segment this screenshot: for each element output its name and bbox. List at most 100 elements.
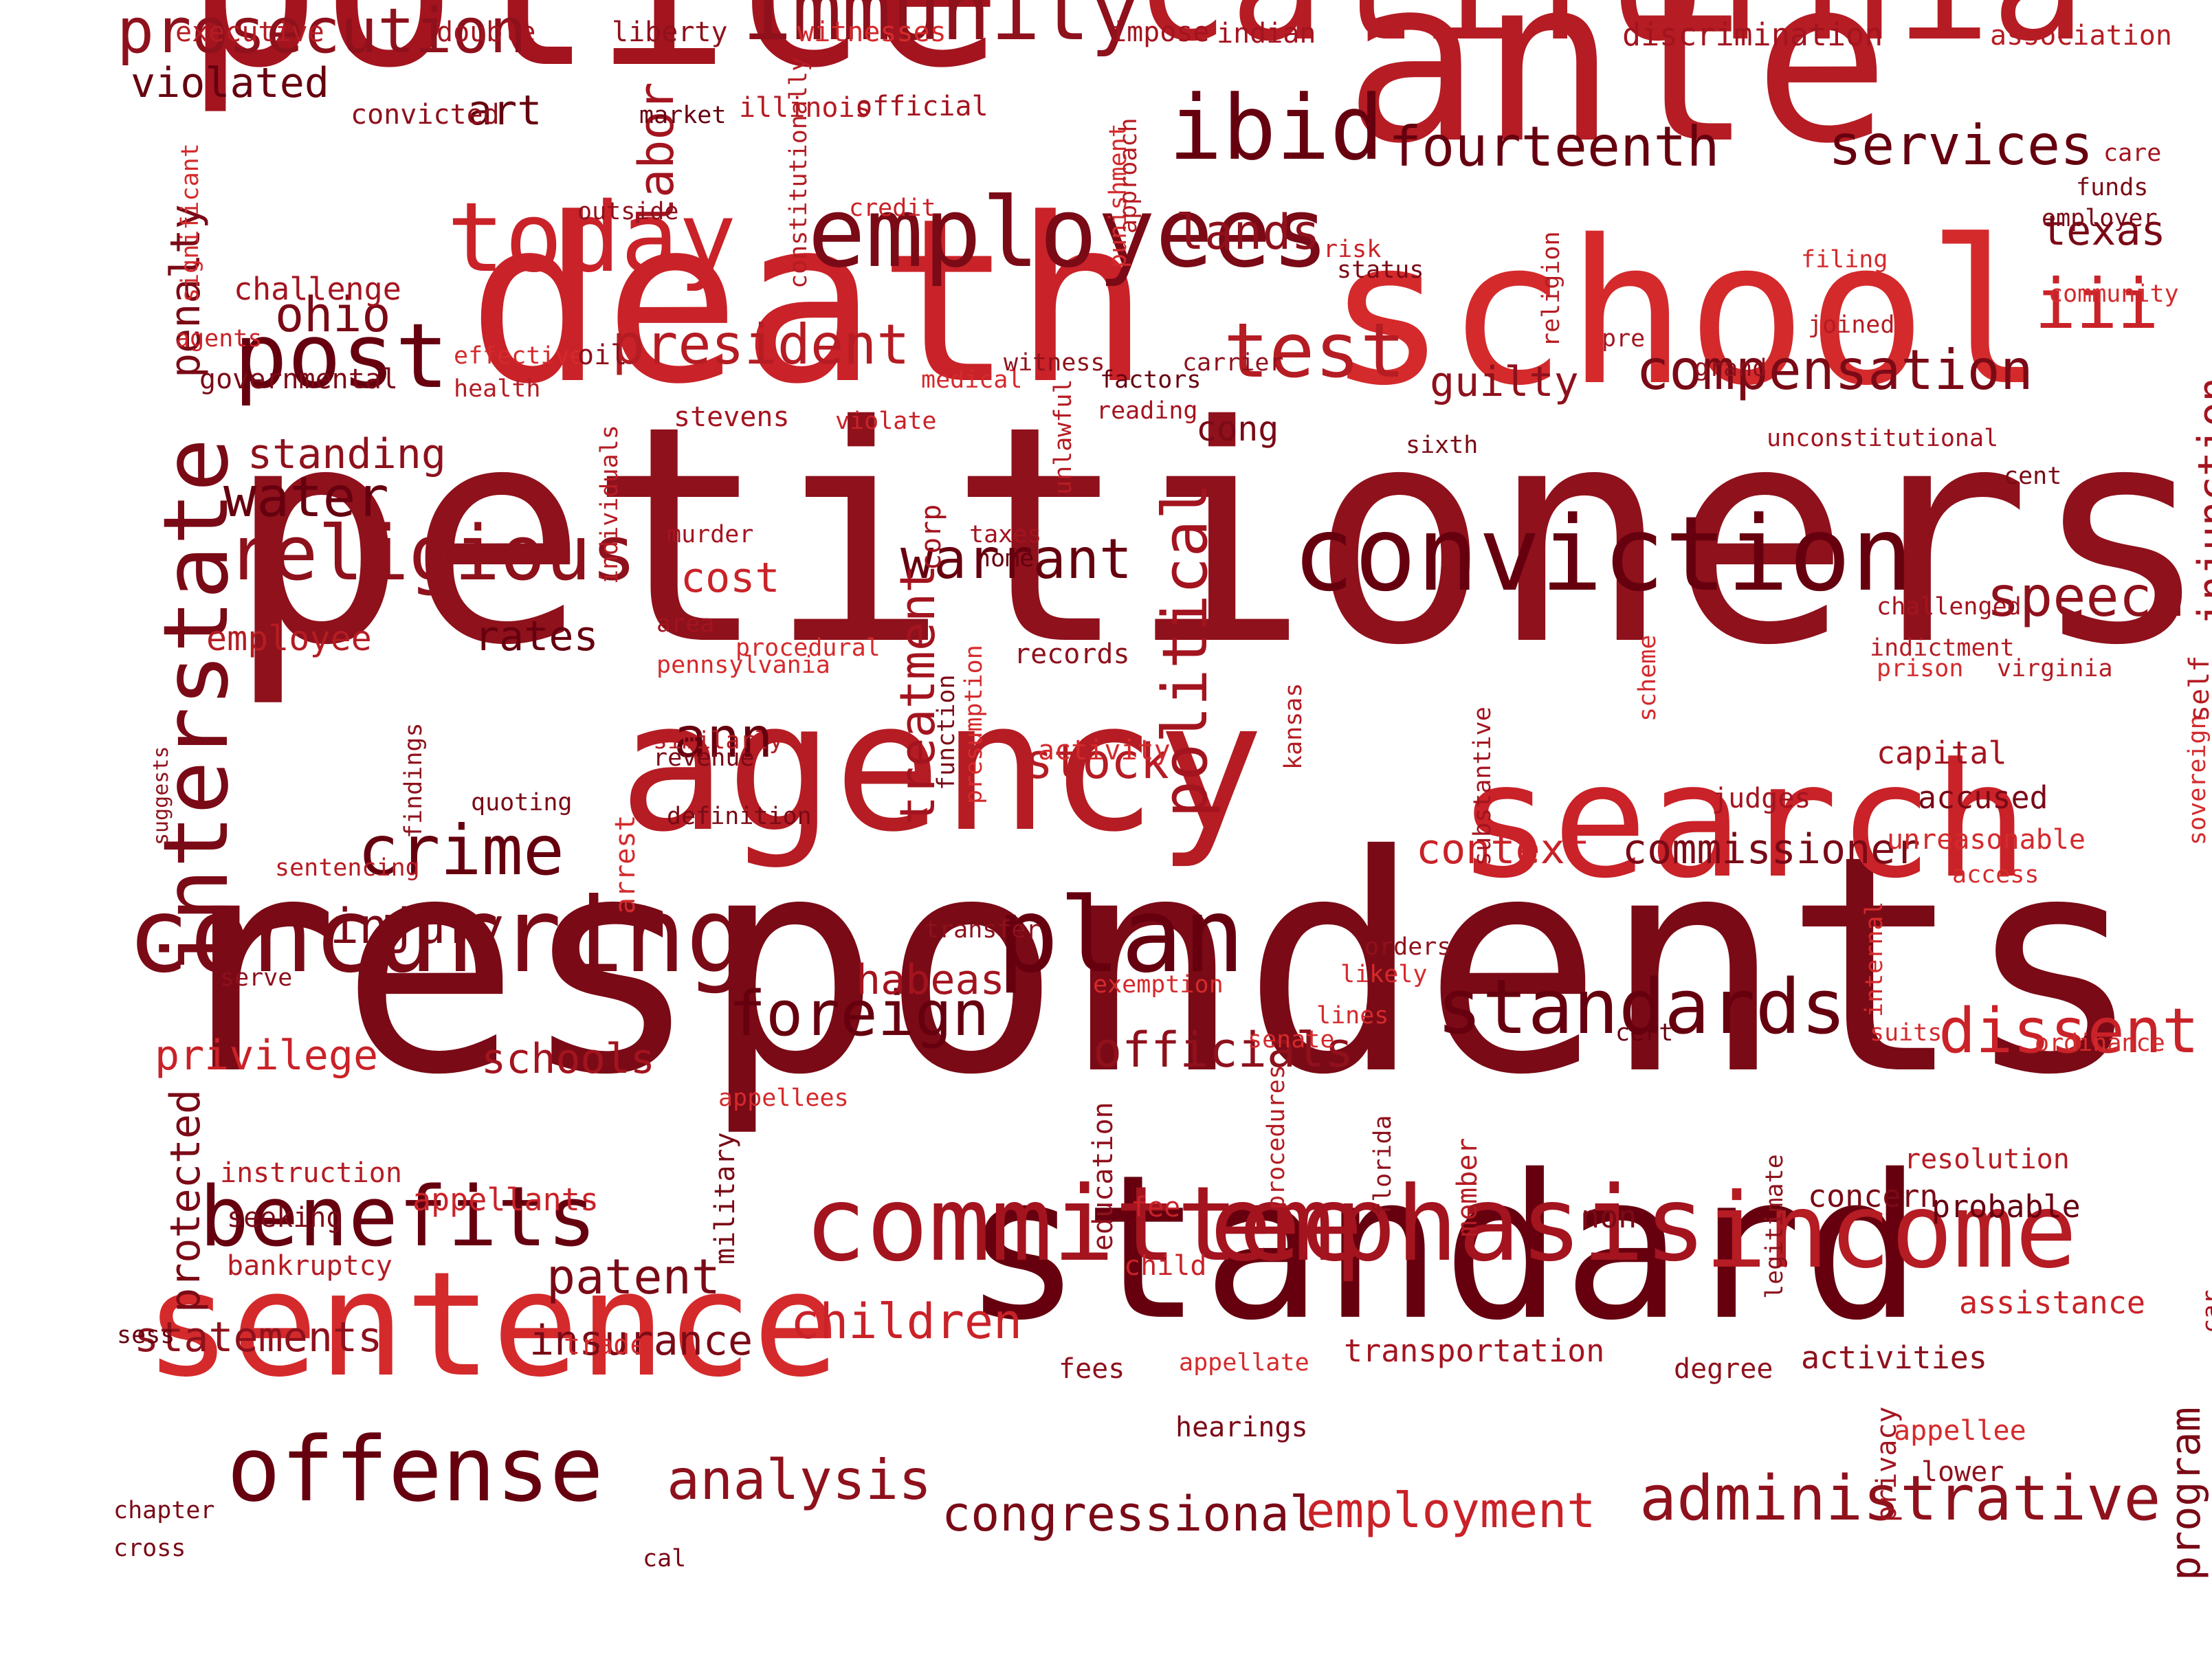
word-offense: offense xyxy=(227,1417,604,1522)
word-filing: filing xyxy=(1801,246,1888,274)
word-foreign: foreign xyxy=(729,978,990,1051)
word-plan: plan xyxy=(997,876,1246,996)
word-test: test xyxy=(1224,306,1406,394)
word-privilege: privilege xyxy=(155,1031,379,1080)
word-member: member xyxy=(1452,1137,1483,1238)
word-challenged: challenged xyxy=(1877,593,2022,621)
word-employment: employment xyxy=(1306,1482,1596,1539)
word-transportation: transportation xyxy=(1344,1333,1605,1370)
word-cost: cost xyxy=(681,553,780,602)
word-records: records xyxy=(1014,638,1130,671)
word-dissent: dissent xyxy=(1938,995,2200,1068)
word-market: market xyxy=(639,102,727,130)
word-lands: lands xyxy=(1175,203,1320,260)
word-appellees: appellees xyxy=(718,1085,849,1113)
word-suggests: suggests xyxy=(149,746,173,846)
word-non: non xyxy=(1581,1199,1637,1236)
word-religion: religion xyxy=(1538,231,1565,347)
word-instruction: instruction xyxy=(220,1157,402,1190)
word-governmental: governmental xyxy=(199,364,398,396)
word-cert: cert xyxy=(1615,1019,1674,1047)
word-stock: stock xyxy=(1024,733,1169,790)
word-education: education xyxy=(1087,1102,1119,1251)
word-insurance: insurance xyxy=(529,1316,753,1365)
word-sixth: sixth xyxy=(1406,432,1479,460)
word-today: today xyxy=(447,182,737,295)
word-immunity: immunity xyxy=(742,0,1140,59)
word-assistance: assistance xyxy=(1959,1285,2145,1322)
word-grand: grand xyxy=(1694,355,1767,383)
word-resolution: resolution xyxy=(1904,1144,2070,1176)
word-child: child xyxy=(1124,1250,1207,1282)
word-serve: serve xyxy=(220,964,293,992)
word-accused: accused xyxy=(1918,779,2048,816)
word-virginia: virginia xyxy=(1997,655,2113,683)
word-standards: standards xyxy=(1437,962,1847,1051)
word-violated: violated xyxy=(131,58,329,107)
word-employee: employee xyxy=(206,619,372,658)
word-context: context xyxy=(1416,825,1590,874)
word-community: community xyxy=(2048,280,2179,309)
word-carrier: carrier xyxy=(1182,349,1284,377)
word-police: police xyxy=(184,0,1004,99)
word-indian: indian xyxy=(1217,18,1316,50)
word-stevens: stevens xyxy=(674,401,790,434)
word-sentencing: sentencing xyxy=(275,854,420,882)
word-cross: cross xyxy=(113,1535,186,1563)
word-self: self xyxy=(2184,655,2212,722)
word-arrest: arrest xyxy=(610,814,641,915)
word-florida: florida xyxy=(1369,1115,1397,1216)
word-services: services xyxy=(1828,113,2094,178)
word-program: program xyxy=(2162,1407,2210,1581)
word-impose: impose xyxy=(1110,16,1210,49)
word-petitioners: petitioners xyxy=(227,362,2212,711)
word-official: official xyxy=(856,91,988,123)
word-compensation: compensation xyxy=(1636,338,2033,403)
word-benefits: benefits xyxy=(199,1169,597,1265)
word-exemption: exemption xyxy=(1093,971,1224,999)
word-executive: executive xyxy=(175,16,324,49)
word-oil: oil xyxy=(577,340,628,372)
word-rates: rates xyxy=(474,612,599,660)
word-care: care xyxy=(2103,140,2162,168)
word-cong: cong xyxy=(1196,409,1279,449)
word-ann: ann xyxy=(674,706,773,770)
word-protected: protected xyxy=(162,1089,210,1313)
word-crime: crime xyxy=(357,810,565,891)
word-unlawful: unlawful xyxy=(1050,379,1077,495)
word-scheme: scheme xyxy=(1634,634,1661,722)
word-senate: senate xyxy=(1248,1026,1335,1054)
word-likely: likely xyxy=(1340,961,1428,989)
word-schools: schools xyxy=(481,1034,655,1083)
word-ante: ante xyxy=(1344,0,1890,194)
word-commissioner: commissioner xyxy=(1622,825,1921,874)
word-hearings: hearings xyxy=(1175,1412,1308,1444)
word-agency: agency xyxy=(619,663,1265,871)
word-association: association xyxy=(1990,20,2172,52)
word-internal: internal xyxy=(1861,901,1888,1017)
word-prison: prison xyxy=(1877,655,1964,683)
word-patent: patent xyxy=(546,1248,720,1305)
word-employees: employees xyxy=(808,177,1329,290)
word-quoting: quoting xyxy=(471,789,573,817)
word-effective: effective xyxy=(454,342,584,370)
word-degree: degree xyxy=(1674,1353,1773,1386)
word-presumption: presumption xyxy=(960,645,988,804)
word-probable: probable xyxy=(1932,1188,2081,1225)
word-habeas: habeas xyxy=(856,955,1005,1004)
word-agents: agents xyxy=(175,325,263,353)
word-murder: murder xyxy=(667,521,754,549)
word-conviction: conviction xyxy=(1292,495,1914,614)
word-ibid: ibid xyxy=(1169,76,1384,181)
word-substantive: substantive xyxy=(1469,707,1496,866)
word-chapter: chapter xyxy=(113,1497,215,1525)
word-sentence: sentence xyxy=(144,1240,840,1409)
word-medical: medical xyxy=(921,366,1023,394)
word-corp: corp xyxy=(916,504,947,570)
word-committee: committee xyxy=(804,1165,1363,1285)
word-texas: texas xyxy=(2042,206,2166,255)
word-definition: definition xyxy=(667,803,812,831)
word-unreasonable: unreasonable xyxy=(1887,824,2086,856)
word-pennsylvania: pennsylvania xyxy=(656,652,830,680)
word-analysis: analysis xyxy=(667,1448,932,1513)
